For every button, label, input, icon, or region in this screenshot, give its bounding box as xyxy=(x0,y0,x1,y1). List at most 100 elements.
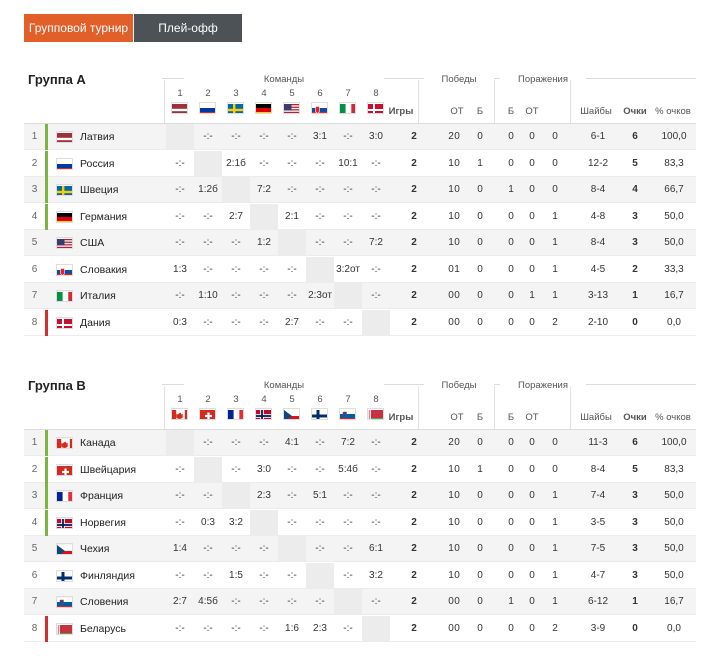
result-cell: -:- xyxy=(315,543,325,554)
pct-value: 83,3 xyxy=(664,157,684,169)
team-name: Швейцария xyxy=(80,463,137,476)
pct-value: 83,3 xyxy=(664,463,684,475)
result-cell: -:- xyxy=(203,210,213,222)
points-value: 1 xyxy=(632,290,638,301)
wins-b-count: 0 xyxy=(477,184,483,195)
result-cell: -:- xyxy=(287,490,297,501)
result-cell: 3:1 xyxy=(313,131,327,142)
position-number: 3 xyxy=(31,184,38,195)
result-cell: -:- xyxy=(371,157,381,169)
result-cell: -:- xyxy=(287,157,297,169)
result-cell: -:- xyxy=(231,237,241,248)
goals-value: 8-4 xyxy=(590,237,606,248)
flag-usa-icon xyxy=(56,237,73,249)
wins-ot-count: 0 xyxy=(454,131,460,142)
losses-count: 1 xyxy=(552,596,558,607)
tab-playoff[interactable]: Плей-офф xyxy=(134,14,242,42)
flag-czech-icon xyxy=(283,408,300,420)
result-cell xyxy=(306,562,334,589)
divider xyxy=(418,386,419,430)
teams-header: Команды xyxy=(184,74,384,85)
result-cell: 5:1 xyxy=(313,490,327,501)
games-played: 2 xyxy=(411,490,417,501)
result-cell: 4:5б xyxy=(198,596,218,607)
flag-latvia-icon xyxy=(171,102,188,114)
losses-count: 0 xyxy=(552,157,558,169)
result-cell: -:- xyxy=(343,490,353,501)
column-number: 7 xyxy=(345,88,351,99)
result-cell: -:- xyxy=(371,437,381,448)
group-title: Группа В xyxy=(28,378,86,393)
result-cell xyxy=(334,589,362,615)
result-cell: 7:2 xyxy=(257,184,271,195)
result-cell: -:- xyxy=(343,316,353,328)
divider xyxy=(570,80,571,124)
losses-b-count: 0 xyxy=(508,210,514,222)
wins-ot-count: 0 xyxy=(454,316,460,328)
flag-finland-icon xyxy=(56,569,73,582)
goals-value: 3-9 xyxy=(590,622,606,634)
result-cell: -:- xyxy=(231,596,241,607)
wins-ot-count: 0 xyxy=(454,490,460,501)
result-cell: 2:7 xyxy=(285,316,299,328)
pct-value: 50,0 xyxy=(664,237,684,248)
games-played: 2 xyxy=(411,516,417,528)
losses-count: 1 xyxy=(552,543,558,554)
teams-header: Команды xyxy=(184,380,384,391)
team-name: США xyxy=(80,237,105,249)
position-number: 4 xyxy=(31,516,38,528)
goals-value: 8-4 xyxy=(590,184,606,195)
losses-ot-count: 0 xyxy=(529,569,535,581)
table-row: 3 Франция -:- -:- 2:3 -:- 5:1 -:- -:- 2 1 0 0 0 0 1 7-4 3… xyxy=(24,483,696,509)
flag-belarus-icon xyxy=(367,408,384,420)
losses-header: Поражения xyxy=(500,74,586,85)
result-cell: -:- xyxy=(371,516,381,528)
group-a-table: Группа А Команды Победы Поражения 1 2 3 4 5 6 7 8 Иг… xyxy=(24,72,696,342)
result-cell: -:- xyxy=(175,622,185,634)
wins-ot-count: 0 xyxy=(454,569,460,581)
result-cell xyxy=(166,124,194,150)
tab-group-stage[interactable]: Групповой турнир xyxy=(24,14,133,42)
points-value: 3 xyxy=(632,569,638,581)
result-cell: -:- xyxy=(231,437,241,448)
goals-value: 8-4 xyxy=(590,463,606,475)
wins-header: Победы xyxy=(424,380,494,391)
flag-canada-icon xyxy=(171,408,188,420)
losses-ot-count: 0 xyxy=(529,157,535,169)
position-number: 7 xyxy=(31,290,38,301)
goals-value: 3-5 xyxy=(590,516,606,528)
divider xyxy=(418,80,419,124)
flag-france-icon xyxy=(227,408,244,420)
result-cell: 2:3 xyxy=(313,622,327,634)
result-cell xyxy=(278,230,306,256)
losses-ot-count: 0 xyxy=(529,184,535,195)
result-cell: -:- xyxy=(259,316,269,328)
flag-slovenia-icon xyxy=(339,408,356,420)
position-number: 6 xyxy=(31,569,38,581)
points-header: Очки xyxy=(623,412,647,423)
result-cell: -:- xyxy=(203,263,213,275)
table-row: 1 Канада -:- -:- -:- 4:1 -:- 7:2 -:- 2 2 0 0 0 0 0 11-3 6… xyxy=(24,430,696,456)
result-cell: -:- xyxy=(175,210,185,222)
result-cell: 0:3 xyxy=(173,316,187,328)
result-cell: -:- xyxy=(343,543,353,554)
losses-b-count: 0 xyxy=(508,490,514,501)
stage-tabs: Групповой турнир Плей-офф xyxy=(24,14,242,42)
losses-ot-count: 0 xyxy=(529,437,535,448)
games-played: 2 xyxy=(411,463,417,475)
table-row: 5 США -:- -:- -:- 1:2 -:- -:- 7:2 2 1 0 0 0 0 1 8-4 3 50,0 xyxy=(24,230,696,256)
wins-b-count: 0 xyxy=(477,316,483,328)
flag-canada-icon xyxy=(56,437,73,449)
wins-count: 1 xyxy=(448,237,454,248)
team-name: Финляндия xyxy=(80,569,135,582)
losses-count: 1 xyxy=(552,569,558,581)
divider xyxy=(164,80,165,124)
result-cell: -:- xyxy=(231,263,241,275)
losses-count: 1 xyxy=(552,490,558,501)
column-number: 4 xyxy=(261,394,267,405)
losses-ot-count: 0 xyxy=(529,316,535,328)
result-cell: -:- xyxy=(343,131,353,142)
result-cell: -:- xyxy=(175,490,185,501)
losses-ot-count: 0 xyxy=(529,131,535,142)
goals-value: 11-3 xyxy=(588,437,608,448)
